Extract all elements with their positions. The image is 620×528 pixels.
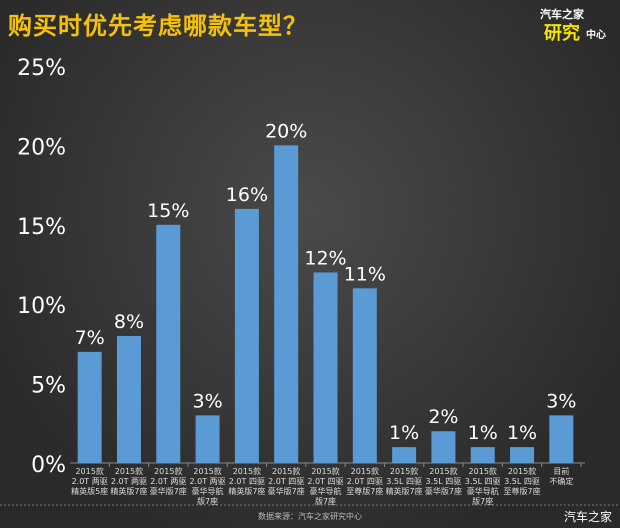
y-tick-label: 5% bbox=[31, 374, 66, 399]
x-tick-label: 2015款 bbox=[154, 466, 182, 476]
data-label: 16% bbox=[226, 184, 268, 206]
x-tick-label: 版7座 bbox=[472, 496, 493, 506]
x-tick-label: 豪华导航 bbox=[310, 486, 342, 496]
logo-line3: 中心 bbox=[586, 30, 606, 41]
bar bbox=[274, 145, 299, 463]
page-title: 购买时优先考虑哪款车型？ bbox=[8, 12, 308, 40]
x-tick-label: 精英版5座 bbox=[71, 486, 108, 496]
x-tick-label: 2015款 bbox=[469, 466, 497, 476]
y-tick-label: 20% bbox=[17, 135, 66, 160]
bar bbox=[313, 272, 338, 463]
x-tick-label: 豪华版7座 bbox=[268, 486, 305, 496]
x-tick-label: 2015款 bbox=[233, 466, 261, 476]
logo: 汽车之家 研究 中心 bbox=[500, 4, 612, 44]
x-tick-label: 2015款 bbox=[193, 466, 221, 476]
y-tick-label: 15% bbox=[17, 215, 66, 240]
logo-line2: 研究 bbox=[544, 23, 580, 44]
brand-watermark: 汽车之家 bbox=[563, 510, 612, 524]
bar bbox=[352, 288, 377, 463]
x-tick-label: 2.0T 四驱 bbox=[307, 477, 343, 486]
x-tick-label: 精英版7座 bbox=[228, 486, 265, 496]
x-tick-label: 版7座 bbox=[315, 496, 336, 506]
x-tick-label: 2015款 bbox=[508, 466, 536, 476]
x-tick-label: 至尊版7座 bbox=[346, 486, 383, 496]
x-tick-label: 豪华导航 bbox=[467, 486, 499, 496]
bar bbox=[116, 335, 141, 463]
x-tick-label: 2015款 bbox=[429, 466, 457, 476]
logo-line1: 汽车之家 bbox=[540, 8, 584, 21]
y-tick-label: 0% bbox=[31, 453, 66, 478]
y-tick-label: 25% bbox=[17, 56, 66, 81]
bar bbox=[510, 447, 535, 463]
data-label: 8% bbox=[114, 311, 144, 333]
bar bbox=[470, 447, 495, 463]
x-tick-label: 2.0T 两驱 bbox=[72, 477, 108, 486]
bar bbox=[549, 415, 574, 463]
x-tick-label: 2015款 bbox=[115, 466, 143, 476]
x-tick-label: 2.0T 两驱 bbox=[150, 477, 186, 486]
x-tick-label: 精英版7座 bbox=[110, 486, 147, 496]
x-tick-label: 2.0T 四驱 bbox=[347, 477, 383, 486]
x-tick-label: 2.0T 两驱 bbox=[189, 477, 225, 486]
bar bbox=[77, 351, 102, 463]
x-tick-label: 豪华导航 bbox=[192, 486, 224, 496]
bar bbox=[431, 431, 456, 463]
data-label: 7% bbox=[75, 327, 105, 349]
x-tick-label: 版7座 bbox=[197, 496, 218, 506]
x-tick-label: 精英版7座 bbox=[386, 486, 423, 496]
x-tick-label: 2015款 bbox=[390, 466, 418, 476]
data-label: 3% bbox=[546, 390, 576, 412]
data-label: 2% bbox=[428, 406, 458, 428]
x-tick-label: 豪华版7座 bbox=[425, 486, 462, 496]
x-tick-label: 2.0T 四驱 bbox=[229, 477, 265, 486]
bar bbox=[234, 208, 259, 463]
data-source: 数据来源：汽车之家研究中心 bbox=[258, 512, 362, 521]
x-tick-label: 3.5L 四驱 bbox=[465, 477, 501, 486]
x-tick-label: 豪华版7座 bbox=[150, 486, 187, 496]
x-tick-label: 目前 bbox=[553, 466, 569, 476]
x-tick-label: 3.5L 四驱 bbox=[504, 477, 540, 486]
x-tick-label: 2015款 bbox=[351, 466, 379, 476]
data-label: 1% bbox=[507, 422, 537, 444]
x-tick-label: 不确定 bbox=[549, 476, 573, 486]
data-label: 1% bbox=[468, 422, 498, 444]
x-tick-label: 2015款 bbox=[272, 466, 300, 476]
bar bbox=[195, 415, 220, 463]
x-tick-label: 2.0T 四驱 bbox=[268, 477, 304, 486]
data-label: 15% bbox=[147, 200, 189, 222]
data-label: 20% bbox=[265, 120, 307, 142]
x-tick-label: 2.0T 两驱 bbox=[111, 477, 147, 486]
x-tick-label: 3.5L 四驱 bbox=[426, 477, 462, 486]
data-label: 12% bbox=[304, 247, 346, 269]
y-tick-label: 10% bbox=[17, 294, 66, 319]
data-label: 1% bbox=[389, 422, 419, 444]
data-label: 11% bbox=[344, 263, 386, 285]
data-label: 3% bbox=[192, 390, 222, 412]
bar bbox=[392, 447, 417, 463]
x-tick-label: 2015款 bbox=[311, 466, 339, 476]
bar bbox=[156, 224, 181, 463]
x-tick-label: 3.5L 四驱 bbox=[386, 477, 422, 486]
x-tick-label: 2015款 bbox=[75, 466, 103, 476]
x-tick-label: 至尊版7座 bbox=[503, 486, 540, 496]
